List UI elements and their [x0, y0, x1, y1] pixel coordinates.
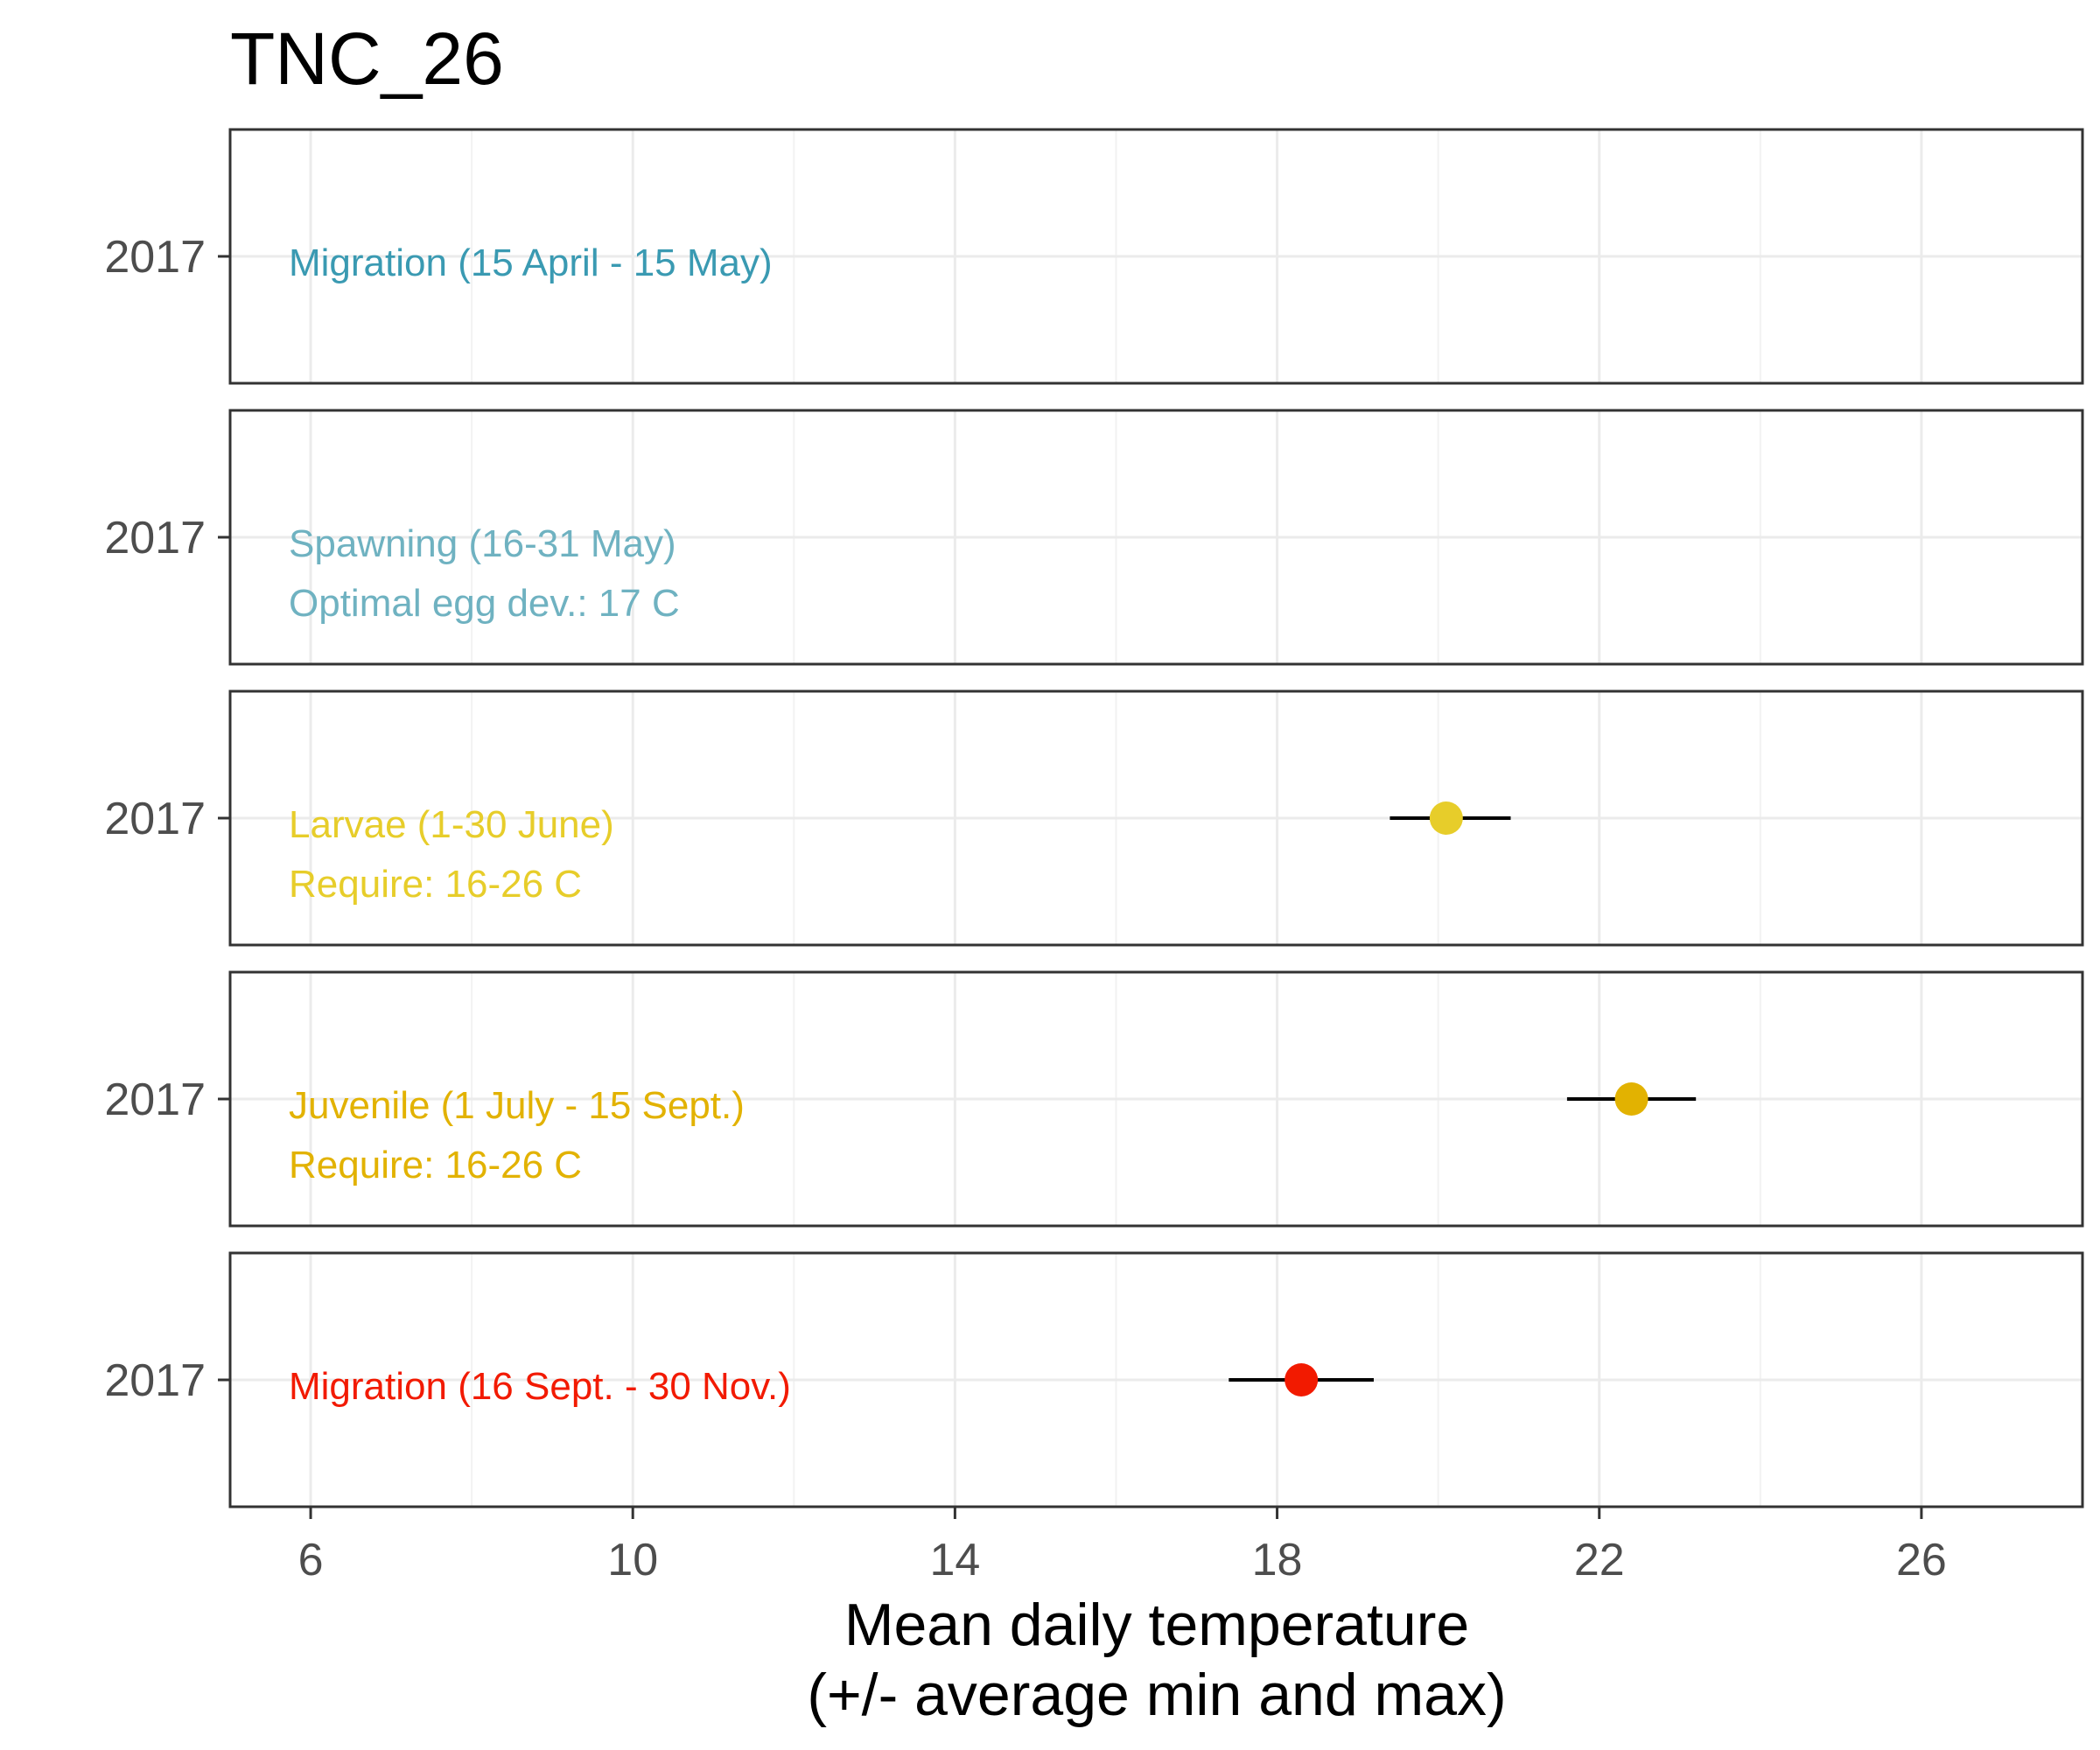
facet-panels: Migration (15 April - 15 May)2017Spawnin… — [104, 128, 2084, 1508]
data-point — [1284, 1363, 1319, 1396]
x-tick-label: 14 — [929, 1535, 980, 1586]
y-tick-label: 2017 — [104, 1355, 206, 1406]
annotation-line: Migration (15 April - 15 May) — [289, 242, 773, 284]
facet-panel-4: Juvenile (1 July - 15 Sept.) Require: 16-… — [104, 970, 2084, 1228]
y-tick-label: 2017 — [104, 1074, 206, 1125]
annotation-line: Optimal egg dev.: 17 C — [289, 582, 680, 625]
facet-panel-1: Migration (15 April - 15 May) 2017 — [104, 128, 2084, 385]
annotation-line: Require: 16-26 C — [289, 863, 582, 906]
y-tick-label: 2017 — [104, 794, 206, 844]
x-tick-label: 18 — [1252, 1535, 1303, 1586]
y-tick-label: 2017 — [104, 513, 206, 564]
x-axis-label-line-2: (+/- average min and max) — [807, 1662, 1506, 1728]
facet-panel-2: Spawning (16-31 May) Optimal egg dev.: 17… — [104, 409, 2084, 666]
data-point — [1614, 1082, 1648, 1116]
x-tick-label: 22 — [1574, 1535, 1625, 1586]
data-point — [1429, 802, 1463, 835]
x-tick-label: 10 — [607, 1535, 658, 1586]
facet-panel-3: Larvae (1-30 June) Require: 16-26 C 2017 — [104, 690, 2084, 947]
annotation-line: Juvenile (1 July - 15 Sept.) — [289, 1084, 745, 1127]
x-tick-label: 6 — [298, 1535, 324, 1586]
annotation-line: Require: 16-26 C — [289, 1144, 582, 1186]
x-axis: 6 10 14 18 22 26 — [298, 1507, 1947, 1586]
x-tick-label: 26 — [1896, 1535, 1947, 1586]
facet-panel-5: Migration (16 Sept. - 30 Nov.) 2017 — [104, 1251, 2084, 1508]
annotation-line: Migration (16 Sept. - 30 Nov.) — [289, 1365, 791, 1408]
annotation-line: Spawning (16-31 May) — [289, 522, 676, 565]
chart-title: TNC_26 — [230, 18, 504, 100]
x-axis-label-line-1: Mean daily temperature — [844, 1592, 1469, 1658]
annotation-line: Larvae (1-30 June) — [289, 803, 614, 846]
y-tick-label: 2017 — [104, 232, 206, 283]
